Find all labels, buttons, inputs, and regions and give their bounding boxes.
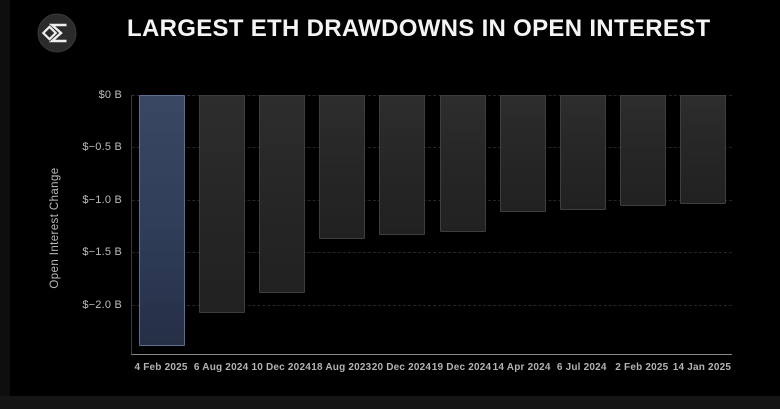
bar-4-feb-2025[interactable] bbox=[139, 95, 186, 346]
bar-14-apr-2024[interactable] bbox=[499, 95, 546, 213]
x-tick-label: 4 Feb 2025 bbox=[134, 362, 188, 373]
chart-title: LARGEST ETH DRAWDOWNS IN OPEN INTEREST bbox=[127, 15, 711, 42]
y-tick-label: $−1.0 B bbox=[82, 193, 122, 206]
gridline-0.5B bbox=[132, 147, 732, 149]
bar-2-feb-2025[interactable] bbox=[619, 95, 666, 207]
sigma-logo-icon[interactable] bbox=[37, 13, 77, 53]
x-tick-label: 20 Dec 2024 bbox=[371, 362, 432, 373]
bar-19-dec-2024[interactable] bbox=[439, 95, 486, 233]
x-tick-label: 6 Jul 2024 bbox=[556, 362, 607, 373]
x-tick-label: 2 Feb 2025 bbox=[615, 362, 669, 373]
x-tick-label: 14 Apr 2024 bbox=[492, 362, 551, 373]
y-axis-title: Open Interest Change bbox=[49, 167, 61, 289]
x-tick-label: 18 Aug 2023 bbox=[311, 362, 372, 373]
bottom-edge-strip bbox=[0, 396, 780, 409]
x-tick-label: 14 Jan 2025 bbox=[672, 362, 732, 373]
bar-18-aug-2023[interactable] bbox=[319, 95, 366, 239]
bar-10-dec-2024[interactable] bbox=[259, 95, 306, 294]
y-tick-label: $−0.5 B bbox=[82, 141, 122, 154]
y-tick-label: $0 B bbox=[98, 89, 122, 101]
x-tick-label: 6 Aug 2024 bbox=[193, 362, 249, 373]
bar-6-jul-2024[interactable] bbox=[559, 95, 606, 211]
gridline-2.0B bbox=[132, 304, 732, 306]
header bbox=[37, 13, 77, 53]
plot-area bbox=[131, 95, 732, 355]
bar-14-jan-2025[interactable] bbox=[679, 95, 726, 205]
left-edge-strip bbox=[0, 0, 10, 409]
bar-6-aug-2024[interactable] bbox=[199, 95, 246, 314]
x-tick-label: 19 Dec 2024 bbox=[431, 362, 492, 373]
gridline-0B bbox=[132, 95, 732, 96]
y-tick-label: $−2.0 B bbox=[82, 298, 122, 311]
gridline-1.5B bbox=[132, 252, 732, 254]
bar-20-dec-2024[interactable] bbox=[379, 95, 426, 236]
gridline-1.0B bbox=[132, 199, 732, 201]
y-tick-label: $−1.5 B bbox=[82, 246, 122, 259]
x-tick-label: 10 Dec 2024 bbox=[251, 362, 311, 373]
